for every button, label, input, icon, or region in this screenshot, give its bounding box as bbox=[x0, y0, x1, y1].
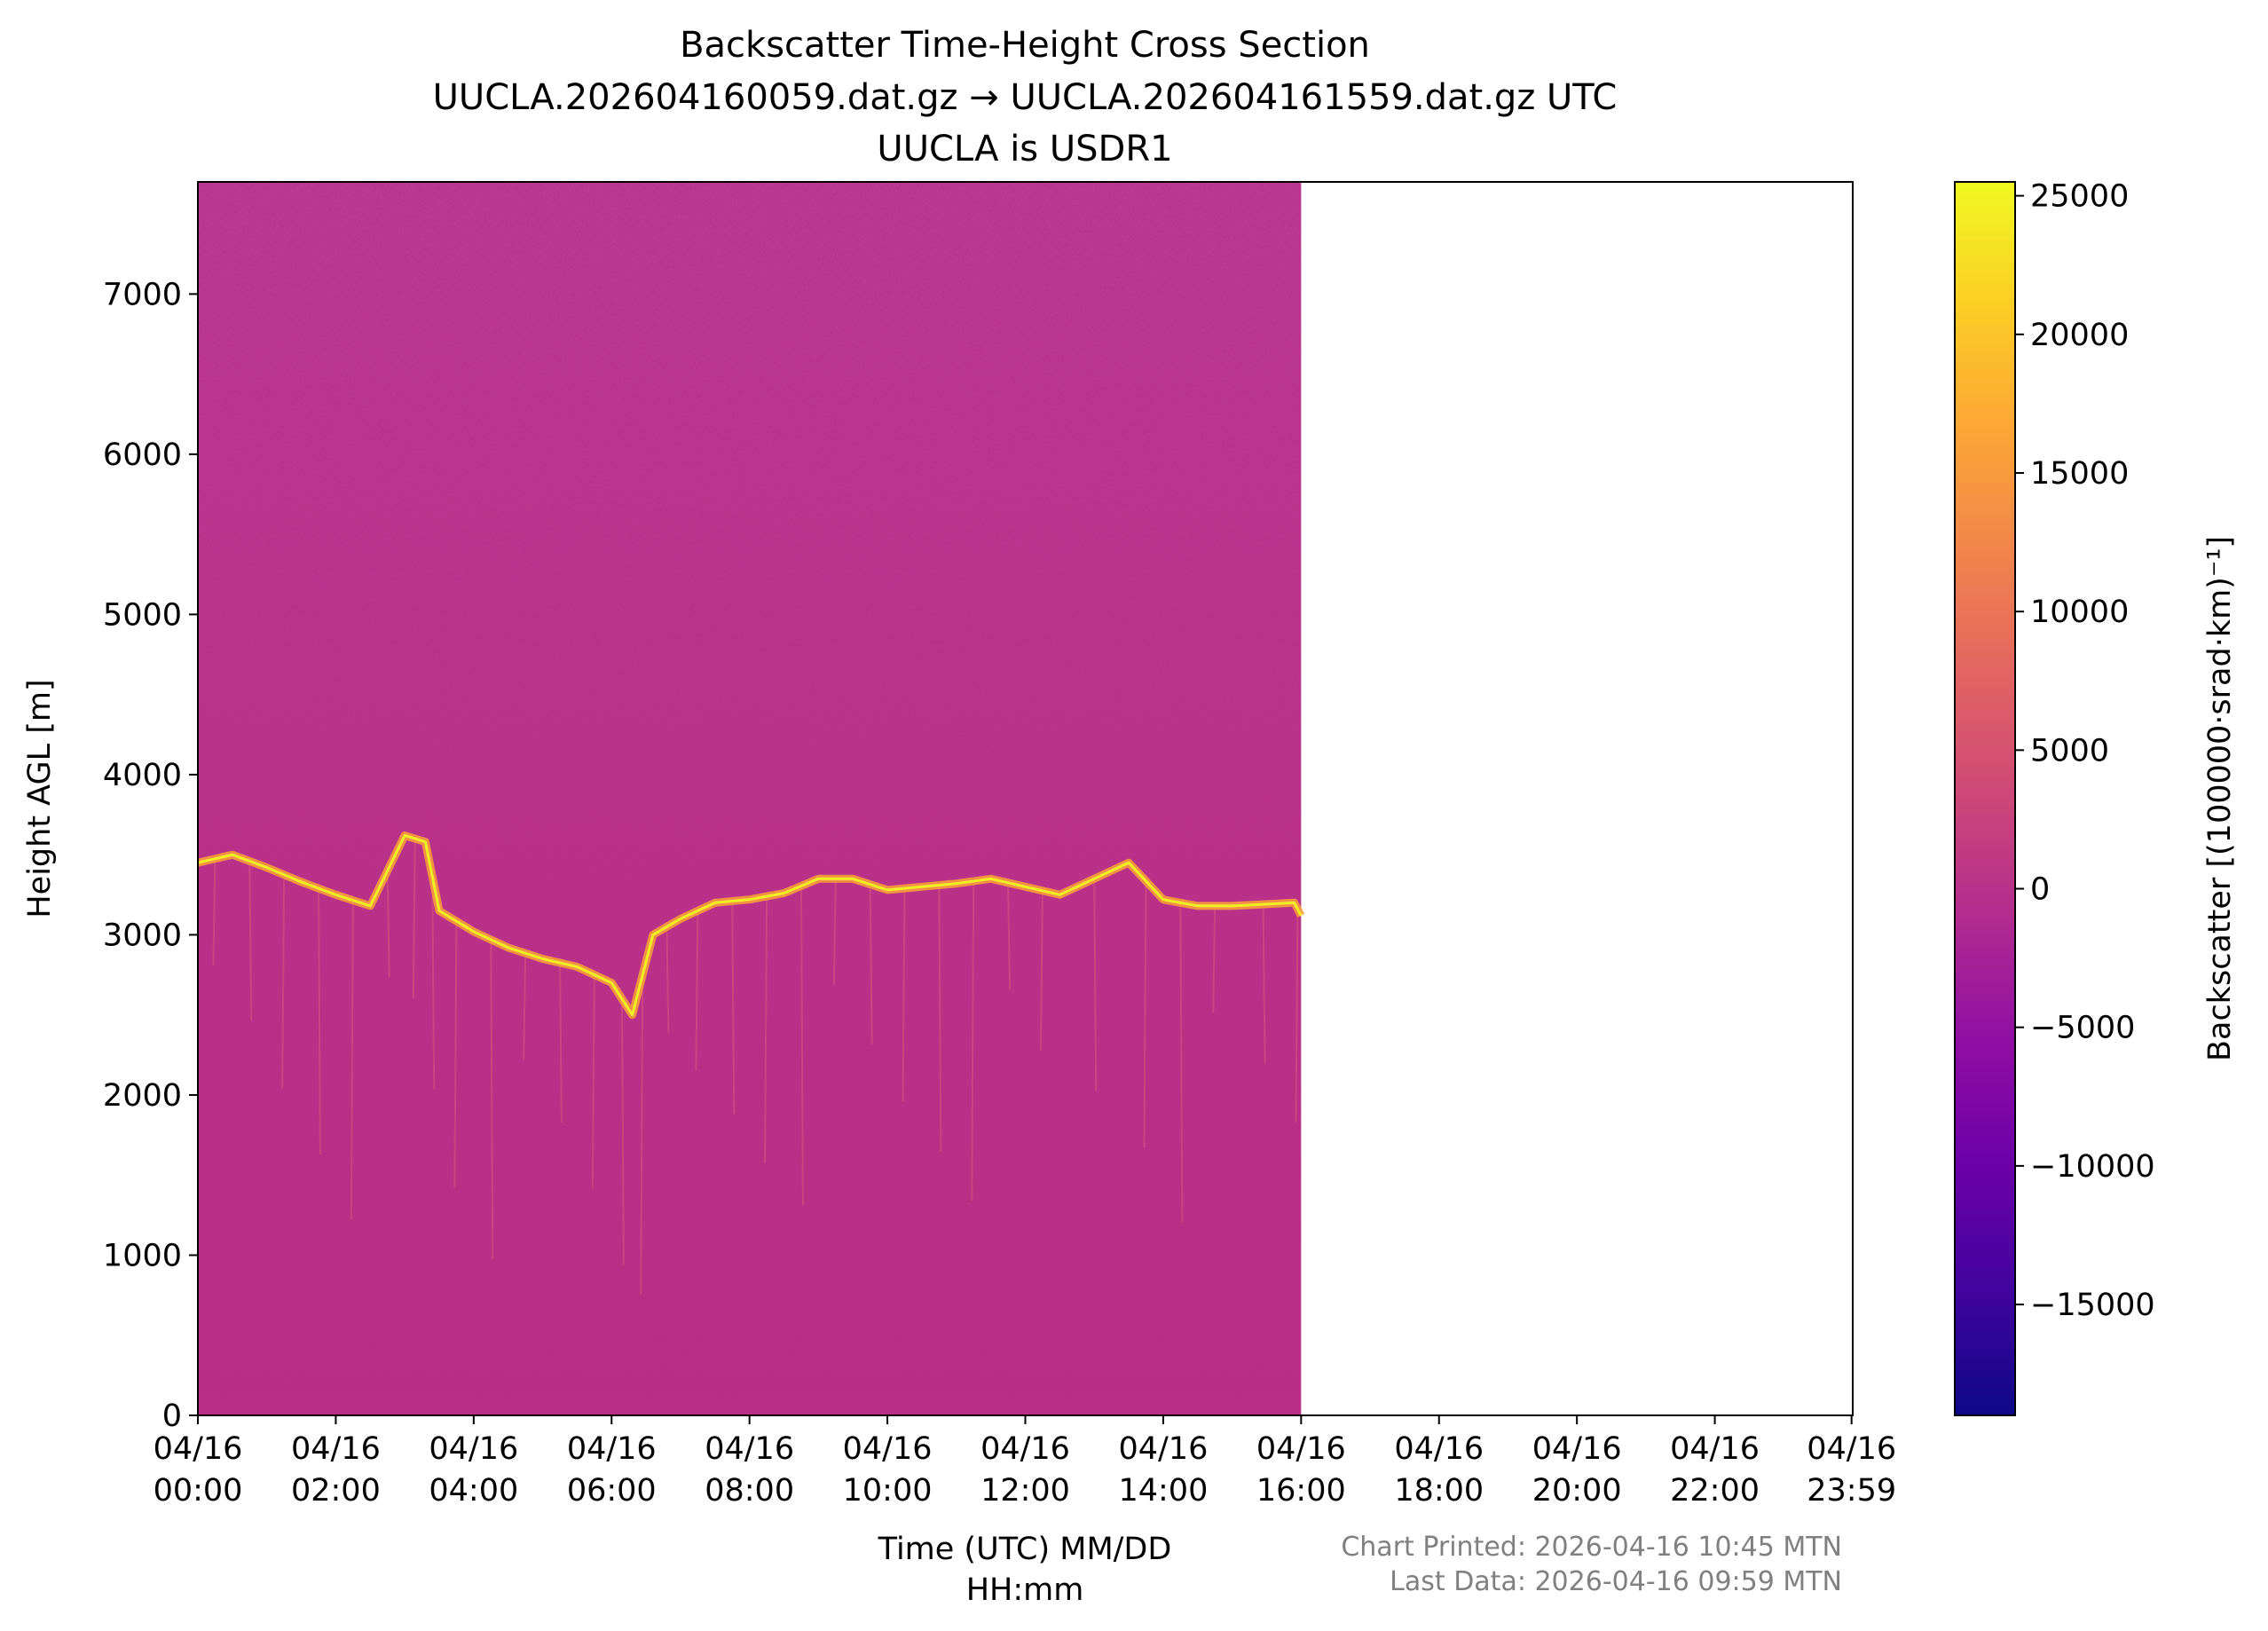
x-tick-label-time: 04:00 bbox=[429, 1473, 518, 1509]
x-tick-label-date: 04/16 bbox=[1256, 1431, 1346, 1467]
x-axis-label-line-1: Time (UTC) MM/DD bbox=[878, 1532, 1172, 1567]
layer-streak bbox=[412, 839, 416, 999]
x-tick-label-time: 14:00 bbox=[1118, 1473, 1208, 1509]
plot-area bbox=[197, 181, 1854, 1416]
layer-streak bbox=[695, 910, 699, 1071]
layer-streak bbox=[248, 861, 253, 1021]
x-tick-label-time: 12:00 bbox=[980, 1473, 1070, 1509]
x-tick-label-time: 08:00 bbox=[705, 1473, 794, 1509]
layer-streak bbox=[869, 884, 873, 1044]
colorbar-tick-label: 10000 bbox=[2030, 595, 2129, 630]
x-axis: 04/16 00:00 04/16 02:00 04/16 04:00 04/16 06:00… bbox=[154, 1415, 1896, 1509]
colorbar-label: Backscatter [(100000·srad·km)⁻¹] bbox=[2202, 536, 2238, 1061]
chart-title: Backscatter Time-Height Cross Section UU… bbox=[433, 25, 1618, 169]
heatmap-noise bbox=[198, 182, 1302, 1415]
colorbar-ticks: −15000 −10000 −5000 0 5000 10000 15000 20000 250… bbox=[2015, 179, 2155, 1323]
colorbar-tick-label: 0 bbox=[2030, 872, 2050, 908]
colorbar: −15000 −10000 −5000 0 5000 10000 15000 20000 250… bbox=[1954, 179, 2238, 1416]
x-tick-label-date: 04/16 bbox=[1118, 1431, 1208, 1467]
x-tick-label-date: 04/16 bbox=[1807, 1431, 1896, 1467]
title-line-2: UUCLA.202604160059.dat.gz → UUCLA.202604… bbox=[433, 77, 1618, 118]
y-tick-label: 7000 bbox=[103, 277, 182, 312]
layer-streak bbox=[640, 974, 644, 1295]
x-tick-label-date: 04/16 bbox=[980, 1431, 1070, 1467]
y-tick-label: 2000 bbox=[103, 1078, 182, 1114]
colorbar-gradient bbox=[1954, 181, 2016, 1416]
colorbar-tick-label: −15000 bbox=[2030, 1288, 2155, 1323]
layer-streak bbox=[620, 998, 625, 1265]
layer-streak bbox=[281, 874, 286, 1088]
colorbar-tick-label: −5000 bbox=[2030, 1011, 2135, 1046]
layer-streak bbox=[558, 963, 563, 1123]
layer-streak bbox=[1212, 905, 1217, 1012]
last-data-note: Last Data: 2026-04-16 09:59 MTN bbox=[1390, 1566, 1842, 1597]
layer-streak bbox=[1093, 879, 1098, 1092]
x-tick-label-date: 04/16 bbox=[429, 1431, 518, 1467]
layer-streak bbox=[490, 939, 494, 1259]
layer-streak bbox=[453, 921, 458, 1188]
layer-streak bbox=[1143, 880, 1147, 1147]
layer-streak bbox=[350, 900, 354, 1220]
layer-streak bbox=[523, 953, 527, 1060]
layer-streak bbox=[431, 876, 436, 1090]
layer-streak bbox=[731, 901, 736, 1115]
y-tick-label: 6000 bbox=[103, 437, 182, 473]
x-tick-label-time: 22:00 bbox=[1670, 1473, 1760, 1509]
layer-streak bbox=[1179, 902, 1184, 1223]
layer-streak bbox=[212, 858, 217, 965]
layer-streak bbox=[1007, 882, 1012, 989]
x-tick-label-time: 10:00 bbox=[843, 1473, 933, 1509]
layer-streak bbox=[938, 885, 942, 1152]
colorbar-tick-label: 15000 bbox=[2030, 456, 2129, 492]
x-tick-label-date: 04/16 bbox=[154, 1431, 243, 1467]
layer-streak bbox=[317, 888, 321, 1155]
y-tick-label: 1000 bbox=[103, 1238, 182, 1273]
x-tick-label-date: 04/16 bbox=[1670, 1431, 1760, 1467]
layer-streak bbox=[799, 886, 804, 1206]
y-tick-label: 4000 bbox=[103, 758, 182, 793]
x-tick-label-date: 04/16 bbox=[567, 1431, 657, 1467]
layer-streak bbox=[832, 879, 837, 986]
chart-printed-note: Chart Printed: 2026-04-16 10:45 MTN bbox=[1341, 1532, 1842, 1563]
x-tick-label-date: 04/16 bbox=[1532, 1431, 1622, 1467]
layer-line-core bbox=[198, 834, 1303, 1017]
x-tick-label-date: 04/16 bbox=[705, 1431, 794, 1467]
x-tick-label-time: 18:00 bbox=[1394, 1473, 1484, 1509]
x-tick-label-time: 23:59 bbox=[1807, 1473, 1896, 1509]
x-tick-label-time: 06:00 bbox=[567, 1473, 657, 1509]
title-line-3: UUCLA is USDR1 bbox=[877, 129, 1172, 169]
x-tick-label-date: 04/16 bbox=[843, 1431, 933, 1467]
colorbar-tick-label: 5000 bbox=[2030, 733, 2109, 768]
x-axis-label-line-2: HH:mm bbox=[966, 1572, 1084, 1608]
x-tick-label-date: 04/16 bbox=[1394, 1431, 1484, 1467]
layer-streak bbox=[902, 888, 906, 1102]
heatmap-streaks bbox=[212, 839, 1299, 1295]
colorbar-tick-label: 25000 bbox=[2030, 179, 2129, 215]
x-tick-label-time: 02:00 bbox=[291, 1473, 381, 1509]
colorbar-tick-label: −10000 bbox=[2030, 1149, 2155, 1185]
x-tick-label-time: 20:00 bbox=[1532, 1473, 1622, 1509]
layer-streak bbox=[591, 974, 595, 1188]
layer-streak bbox=[764, 896, 768, 1163]
colorbar-tick-label: 20000 bbox=[2030, 318, 2129, 353]
x-tick-label-time: 00:00 bbox=[154, 1473, 243, 1509]
layer-streak bbox=[971, 880, 975, 1201]
x-tick-label-time: 16:00 bbox=[1256, 1473, 1346, 1509]
title-line-1: Backscatter Time-Height Cross Section bbox=[680, 25, 1370, 66]
aerosol-layer bbox=[198, 831, 1305, 1020]
y-tick-label: 3000 bbox=[103, 918, 182, 953]
x-tick-label-date: 04/16 bbox=[291, 1431, 381, 1467]
y-axis-label: Height AGL [m] bbox=[22, 679, 58, 918]
y-tick-label: 5000 bbox=[103, 597, 182, 633]
layer-streak bbox=[386, 871, 390, 978]
layer-streak bbox=[1262, 904, 1266, 1065]
y-tick-label: 0 bbox=[162, 1399, 182, 1434]
layer-streak bbox=[665, 926, 670, 1034]
layer-streak bbox=[1039, 890, 1043, 1051]
y-axis: 0 1000 2000 3000 4000 5000 6000 7000 bbox=[103, 277, 198, 1434]
layer-streak bbox=[1295, 909, 1299, 1123]
